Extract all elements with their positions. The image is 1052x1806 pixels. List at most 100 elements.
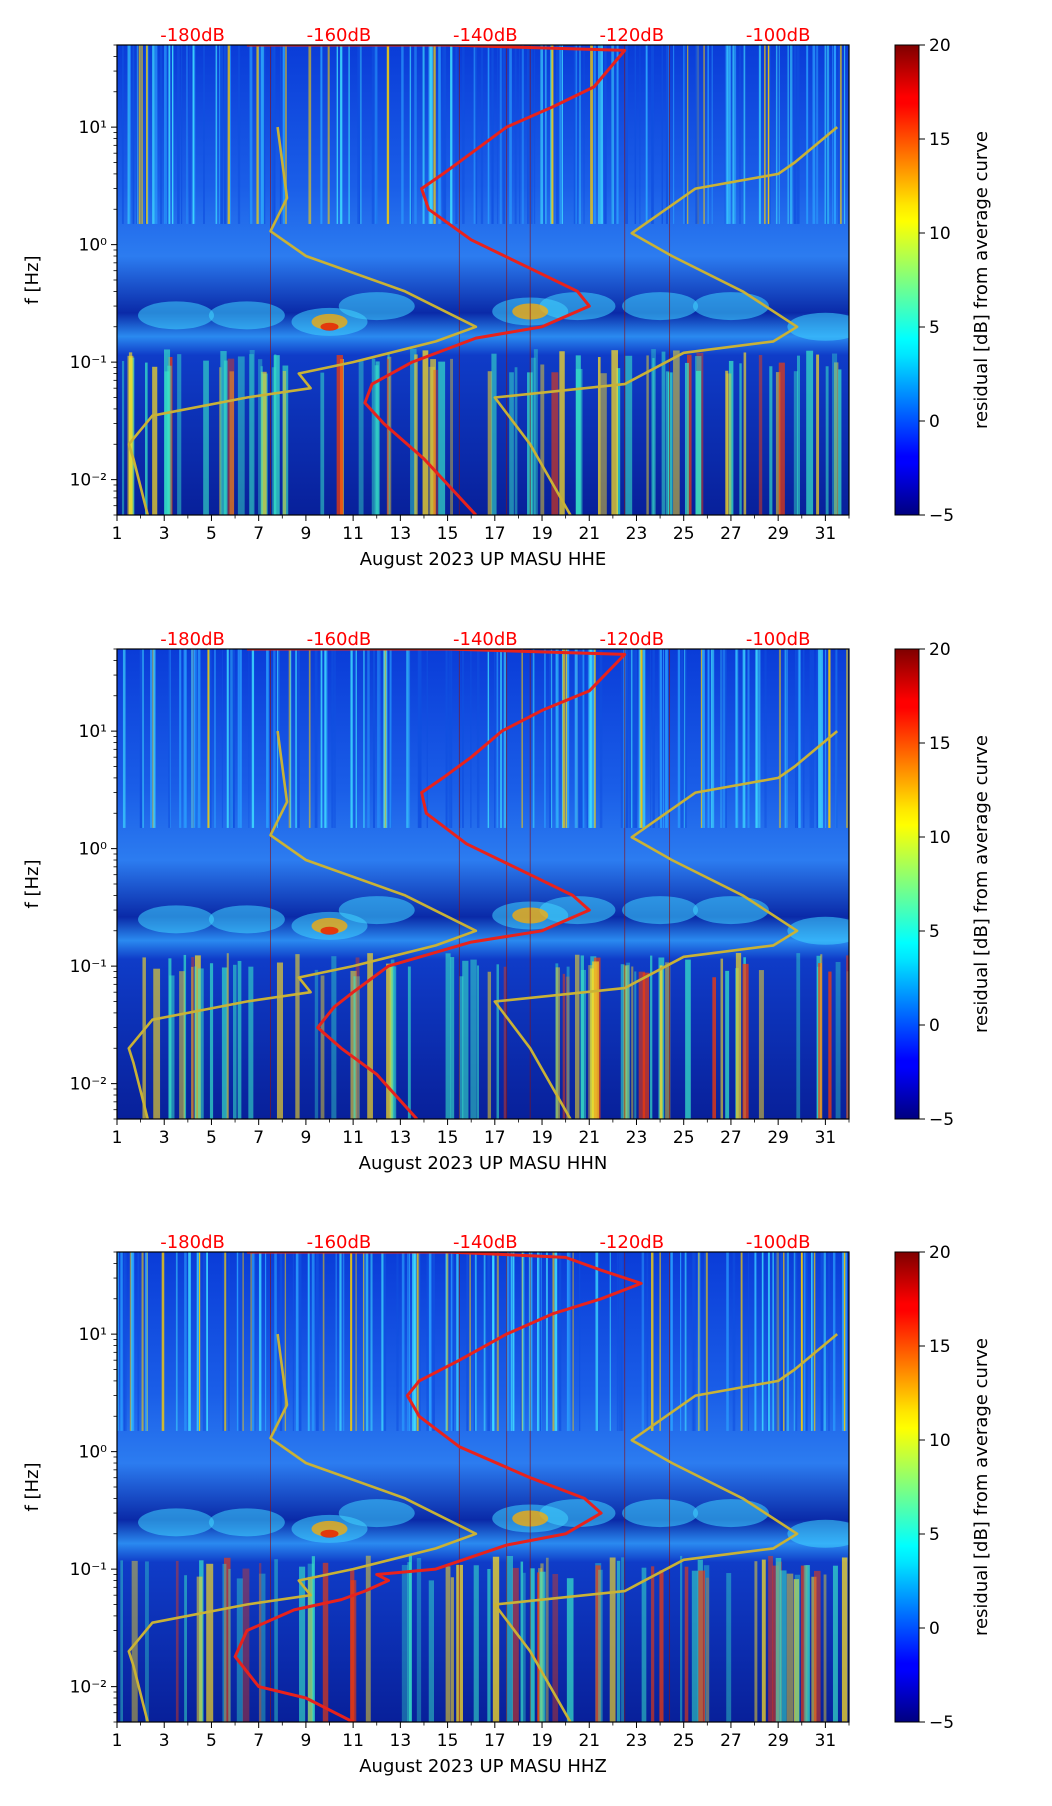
y-tick-label: 10¹ xyxy=(79,118,107,138)
db-scale-label: -100dB xyxy=(746,1232,811,1253)
x-tick-label: 9 xyxy=(300,524,311,544)
y-axis-label: f [Hz] xyxy=(22,1462,43,1511)
x-tick-label: 11 xyxy=(342,524,364,544)
average-psd-curve xyxy=(246,649,627,1119)
x-tick-label: 29 xyxy=(767,1731,789,1751)
x-tick-label: 7 xyxy=(253,1731,264,1751)
db-scale-label: -100dB xyxy=(746,25,811,46)
colorbar-tick-label: 0 xyxy=(929,1619,940,1639)
y-tick-label: 10⁻² xyxy=(70,1075,107,1095)
y-tick-label: 10⁰ xyxy=(79,1443,108,1463)
colorbar-tick-label: 10 xyxy=(929,224,951,244)
x-tick-label: 17 xyxy=(484,1731,506,1751)
x-tick-label: 7 xyxy=(253,524,264,544)
x-tick-label: 19 xyxy=(531,524,553,544)
x-tick-label: 13 xyxy=(390,1731,412,1751)
x-tick-label: 3 xyxy=(159,1128,170,1148)
x-tick-label: 21 xyxy=(578,1128,600,1148)
x-tick-label: 27 xyxy=(720,1731,742,1751)
x-tick-label: 9 xyxy=(300,1128,311,1148)
x-tick-label: 1 xyxy=(112,1128,123,1148)
db-scale-label: -140dB xyxy=(453,25,518,46)
x-tick-label: 29 xyxy=(767,1128,789,1148)
x-tick-label: 1 xyxy=(112,524,123,544)
y-tick-label: 10⁻¹ xyxy=(70,957,107,977)
x-tick-label: 7 xyxy=(253,1128,264,1148)
db-scale-label: -180dB xyxy=(160,25,225,46)
x-tick-label: 13 xyxy=(390,524,412,544)
heatmap-background xyxy=(117,45,849,515)
x-tick-label: 31 xyxy=(815,1731,837,1751)
y-axis-label: f [Hz] xyxy=(22,859,43,908)
x-tick-label: 19 xyxy=(531,1128,553,1148)
x-tick-label: 23 xyxy=(626,524,648,544)
x-tick-label: 17 xyxy=(484,1128,506,1148)
colorbar-tick-label: 15 xyxy=(929,734,951,754)
x-tick-label: 13 xyxy=(390,1128,412,1148)
db-scale-label: -120dB xyxy=(599,25,664,46)
x-tick-label: 15 xyxy=(437,524,459,544)
heatmap-background xyxy=(117,1252,849,1722)
x-tick-label: 19 xyxy=(531,1731,553,1751)
heatmap-background xyxy=(117,649,849,1119)
colorbar xyxy=(894,1251,920,1723)
x-tick-label: 31 xyxy=(815,524,837,544)
colorbar-label: residual [dB] from average curve xyxy=(971,1338,992,1636)
panel-hhn: 1 3 5 7 9 11 13 15 17 19 21 23 25 27 29 3110⁻²10⁻¹10⁰10… xyxy=(22,629,992,1174)
colorbar-tick-label: −5 xyxy=(929,506,954,526)
x-tick-label: 27 xyxy=(720,524,742,544)
x-tick-label: 11 xyxy=(342,1128,364,1148)
colorbar-label: residual [dB] from average curve xyxy=(971,735,992,1033)
y-tick-label: 10⁻² xyxy=(70,1678,107,1698)
colorbar-tick-label: 0 xyxy=(929,412,940,432)
db-scale-label: -140dB xyxy=(453,629,518,650)
x-tick-label: 31 xyxy=(815,1128,837,1148)
x-tick-label: 27 xyxy=(720,1128,742,1148)
colorbar-tick-label: 20 xyxy=(929,1243,951,1263)
colorbar-tick-label: 20 xyxy=(929,640,951,660)
average-psd-curve xyxy=(233,1252,643,1722)
x-tick-label: 9 xyxy=(300,1731,311,1751)
high-noise-model-line xyxy=(493,1333,839,1722)
colorbar-tick-label: 10 xyxy=(929,1431,951,1451)
colorbar-tick-label: 10 xyxy=(929,828,951,848)
x-tick-label: 21 xyxy=(578,1731,600,1751)
x-tick-label: 23 xyxy=(626,1731,648,1751)
average-psd-curve xyxy=(246,45,627,515)
x-tick-label: 17 xyxy=(484,524,506,544)
high-noise-model-line xyxy=(493,730,839,1119)
x-tick-label: 5 xyxy=(206,1128,217,1148)
x-tick-label: 23 xyxy=(626,1128,648,1148)
y-tick-label: 10⁰ xyxy=(79,840,108,860)
db-scale-label: -120dB xyxy=(599,1232,664,1253)
db-scale-label: -100dB xyxy=(746,629,811,650)
colorbar-tick-label: 15 xyxy=(929,1337,951,1357)
y-tick-label: 10⁻¹ xyxy=(70,353,107,373)
colorbar xyxy=(894,648,920,1120)
db-scale-label: -160dB xyxy=(307,25,372,46)
db-scale-label: -180dB xyxy=(160,1232,225,1253)
colorbar-tick-label: 5 xyxy=(929,318,940,338)
colorbar-tick-label: 0 xyxy=(929,1016,940,1036)
panel-hhe: 1 3 5 7 9 11 13 15 17 19 21 23 25 27 29 3110⁻²10⁻¹10⁰10… xyxy=(22,25,992,570)
low-noise-model-line xyxy=(127,1333,478,1722)
x-tick-label: 29 xyxy=(767,524,789,544)
colorbar-tick-label: 15 xyxy=(929,130,951,150)
colorbar-tick-label: −5 xyxy=(929,1110,954,1130)
panel-hhz: 1 3 5 7 9 11 13 15 17 19 21 23 25 27 29 3110⁻²10⁻¹10⁰10… xyxy=(22,1232,992,1777)
x-tick-label: 15 xyxy=(437,1128,459,1148)
x-tick-label: 1 xyxy=(112,1731,123,1751)
y-tick-label: 10⁰ xyxy=(79,236,108,256)
y-tick-label: 10⁻² xyxy=(70,471,107,491)
x-tick-label: 5 xyxy=(206,1731,217,1751)
db-scale-label: -160dB xyxy=(307,1232,372,1253)
x-axis-label: August 2023 UP MASU HHN xyxy=(359,1153,608,1174)
x-tick-label: 5 xyxy=(206,524,217,544)
db-scale-label: -180dB xyxy=(160,629,225,650)
db-scale-label: -120dB xyxy=(599,629,664,650)
colorbar-tick-label: −5 xyxy=(929,1713,954,1733)
low-noise-model-line xyxy=(127,126,478,515)
high-noise-model-line xyxy=(493,126,839,515)
x-tick-label: 15 xyxy=(437,1731,459,1751)
